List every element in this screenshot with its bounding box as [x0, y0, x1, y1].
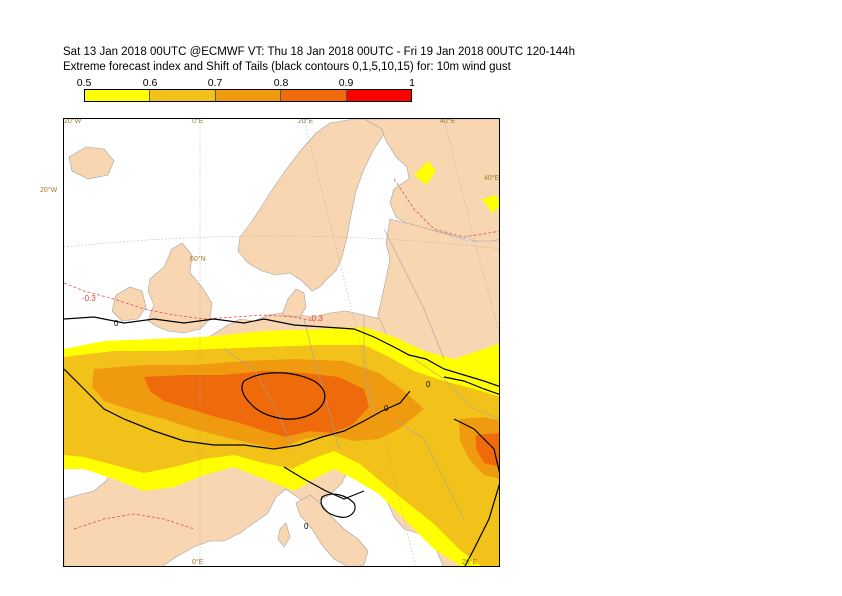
lon-label-20w-top: 20°W	[64, 118, 82, 125]
lon-label-40e-top: 40°E	[440, 118, 456, 125]
efi-colorbar	[84, 89, 412, 102]
sot-contour	[320, 493, 356, 518]
sot-label: 0	[384, 404, 389, 413]
land-italy	[295, 494, 369, 566]
border-line	[223, 348, 295, 450]
legend-tick-label: 0.9	[338, 77, 354, 89]
border-line	[383, 228, 445, 360]
lon-label-0e-top: 0°E	[192, 118, 204, 125]
country-borders	[223, 228, 499, 520]
map-title-line-1: Sat 13 Jan 2018 00UTC @ECMWF VT: Thu 18 …	[63, 46, 575, 58]
efi-band-08	[144, 371, 369, 437]
neg-efi-label: -0.3	[82, 294, 96, 303]
colorbar-segment	[215, 90, 282, 101]
sot-contour	[64, 368, 411, 450]
sot-contour	[64, 316, 499, 387]
border-line	[303, 318, 340, 450]
border-line	[393, 418, 465, 520]
sot-label: 0	[304, 522, 309, 531]
lon-label-0e-bottom: 0°E	[192, 559, 204, 566]
colorbar-segment	[85, 90, 151, 101]
efi-patch-north-2	[482, 195, 499, 213]
map-canvas: -0.3 -0.3 0 0 0 0	[64, 119, 499, 566]
lat-label-60n: 60°N	[190, 256, 206, 263]
sot-contour	[241, 372, 326, 420]
efi-patch-north-1	[414, 161, 436, 185]
legend-tick-label: 0.8	[273, 77, 289, 89]
graticule-line	[64, 235, 499, 250]
graticule-line	[443, 119, 499, 333]
colorbar-segment	[150, 90, 216, 101]
colorbar-segment	[346, 90, 412, 101]
land-scandinavia	[237, 119, 387, 292]
sot-contours	[64, 316, 499, 566]
neg-efi-label: -0.3	[309, 314, 323, 323]
land-iceland	[68, 146, 115, 180]
legend-tick-label: 1	[409, 77, 415, 89]
colorbar-segment	[281, 90, 347, 101]
legend-tick-label: 0.5	[76, 77, 92, 89]
efi-shading	[64, 161, 499, 566]
land-corsica	[277, 522, 291, 548]
neg-efi-contour	[393, 178, 499, 238]
efi-patch-east-strong	[476, 433, 499, 467]
neg-efi-contour	[64, 282, 315, 322]
sot-label: 0	[426, 380, 431, 389]
neg-efi-contours	[64, 178, 499, 530]
sot-contour	[453, 418, 499, 566]
lat-label-20w-left: 20°W	[40, 187, 58, 194]
sot-contour	[443, 376, 499, 395]
lon-label-40e-right: 40°E	[484, 175, 500, 182]
sot-label: 0	[114, 319, 119, 328]
sot-contour	[283, 466, 365, 500]
graticule	[64, 119, 499, 566]
efi-map: -0.3 -0.3 0 0 0 0 20°W 0°E 20°E 40°E 40°…	[63, 118, 500, 567]
neg-efi-contour	[73, 513, 195, 530]
lon-label-20e-top: 20°E	[298, 118, 314, 125]
legend-tick-label: 0.7	[207, 77, 223, 89]
map-title-line-2: Extreme forecast index and Shift of Tail…	[63, 61, 511, 73]
legend-tick-label: 0.6	[142, 77, 158, 89]
land-ireland	[111, 286, 147, 322]
border-line	[413, 358, 499, 419]
land-denmark	[281, 288, 307, 318]
lon-label-20e-bottom: 20°E	[462, 559, 478, 566]
contour-labels: -0.3 -0.3 0 0 0 0	[82, 294, 431, 531]
